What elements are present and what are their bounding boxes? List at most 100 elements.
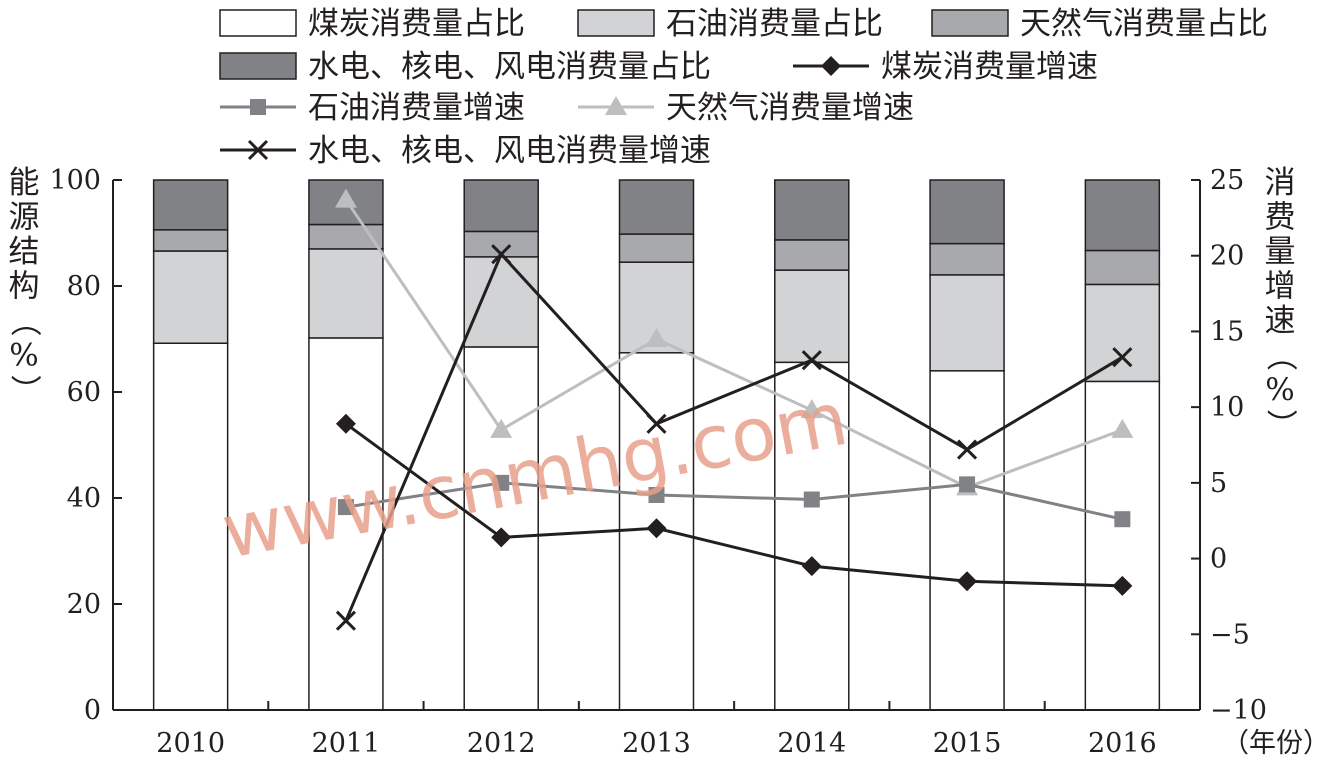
legend-item: 水电、核电、风电消费量增速 (220, 133, 711, 169)
axis-title-char: 费 (1265, 200, 1296, 236)
bar-segment (152, 342, 229, 711)
right-tick-label: 0 (1210, 544, 1227, 575)
line-marker-cross (491, 244, 512, 265)
growth-line (345, 422, 1123, 588)
line-marker-cross (646, 413, 667, 434)
x-tick-label: 2015 (933, 728, 1002, 759)
bar-segment (1084, 283, 1161, 383)
legend-item: 煤炭消费量占比 (219, 6, 525, 42)
left-tick-label: 60 (67, 377, 101, 408)
right-tick-label: 20 (1210, 241, 1244, 272)
bar-segment (152, 250, 229, 344)
axis-title-char: 结 (9, 234, 40, 270)
growth-line (345, 481, 1123, 521)
x-tick-label: 2014 (777, 728, 846, 759)
bar-segment (1084, 179, 1161, 252)
x-tick-label: 2012 (467, 728, 536, 759)
legend-item: 天然气消费量增速 (578, 90, 914, 126)
line-marker-cross (1112, 347, 1133, 368)
line-marker-diamond (801, 556, 822, 577)
legend-item: 水电、核电、风电消费量占比 (219, 49, 711, 85)
cross-stroke (335, 610, 356, 631)
axis-title-char: 速 (1265, 303, 1296, 339)
bar-segment (929, 242, 1005, 276)
growth-series (335, 413, 1133, 596)
left-tick-label: 20 (67, 589, 101, 620)
line-marker-triangle (645, 328, 668, 347)
cross-stroke (1112, 347, 1133, 368)
legend-swatch (577, 9, 655, 37)
legend-item: 石油消费量占比 (577, 6, 883, 42)
line-marker-square (1114, 511, 1131, 528)
right-tick-label: 15 (1210, 316, 1244, 347)
line-marker-triangle (800, 399, 823, 419)
bar-segment (774, 239, 850, 271)
growth-lines (334, 188, 1134, 631)
legend-swatch (219, 52, 297, 80)
bar-segment (1084, 249, 1161, 286)
legend-label: 煤炭消费量增速 (881, 49, 1098, 85)
line-marker-cross (957, 439, 978, 460)
bar-segment (929, 274, 1005, 372)
right-tick-label: 10 (1210, 392, 1244, 423)
line-marker-triangle (605, 96, 627, 115)
legend-item: 石油消费量增速 (220, 90, 525, 126)
growth-line (344, 198, 1123, 490)
left-tick-label: 40 (67, 483, 101, 514)
line-marker-cross (335, 610, 356, 631)
legend-item: 煤炭消费量增速 (793, 49, 1098, 85)
legend-swatch (219, 9, 297, 37)
left-tick-label: 0 (84, 695, 101, 726)
left-tick-label: 80 (67, 271, 101, 302)
bar-segment (929, 179, 1005, 245)
axis-title-char: （ (1262, 340, 1298, 371)
axis-title-char: 构 (9, 269, 40, 305)
bar-segment (308, 248, 384, 339)
line-marker-square (250, 99, 266, 115)
line-marker-square (337, 499, 354, 516)
bar-segment (463, 179, 539, 233)
bar-segment (152, 229, 229, 252)
stacked-bars (152, 179, 1161, 711)
cross-stroke (646, 413, 667, 434)
bar-segment (463, 256, 539, 348)
axis-title-char: 增 (1265, 269, 1296, 305)
line-marker-cross (247, 139, 269, 161)
bar-segment (774, 179, 850, 241)
right-tick-label: 5 (1210, 468, 1227, 499)
line-marker-diamond (646, 518, 667, 539)
bar-segment (774, 361, 850, 711)
x-tick-label: 2011 (312, 728, 381, 759)
cross-stroke (801, 350, 822, 371)
axes: 0 20 40 60 80 100 −10 −5 0 5 10 15 20 25 2010 2011 2012 2… (6, 165, 1330, 759)
line-marker-square (493, 474, 510, 491)
axis-title-char: 消 (1265, 165, 1296, 201)
axis-title-char: % (1265, 372, 1294, 408)
cross-stroke (957, 439, 978, 460)
axis-title-char: ） (1262, 409, 1298, 440)
line-marker-triangle (1111, 418, 1134, 438)
line-marker-square (803, 491, 820, 508)
legend-label: 石油消费量占比 (666, 6, 883, 42)
bar-segment (929, 370, 1005, 711)
line-marker-diamond (491, 527, 512, 548)
axis-title-char: ） (6, 375, 42, 406)
bar-segment (618, 233, 695, 263)
growth-series (335, 244, 1133, 631)
line-marker-square (959, 476, 976, 493)
legend-label: 石油消费量增速 (308, 90, 525, 126)
bar-segment (774, 269, 850, 364)
axis-title-char: 量 (1265, 234, 1296, 270)
legend-item: 天然气消费量占比 (931, 6, 1268, 42)
x-tick-label: 2013 (622, 728, 691, 759)
growth-series (337, 474, 1131, 528)
line-marker-diamond (957, 571, 978, 592)
cross-stroke (247, 139, 269, 161)
legend-label: 天然气消费量增速 (666, 90, 914, 126)
right-axis-title: 消费量增速（%） (1262, 165, 1298, 440)
x-tick-label: 2016 (1088, 728, 1157, 759)
line-marker-diamond (821, 56, 841, 76)
x-tick-label: 2010 (156, 728, 225, 759)
line-marker-diamond (1112, 575, 1133, 596)
